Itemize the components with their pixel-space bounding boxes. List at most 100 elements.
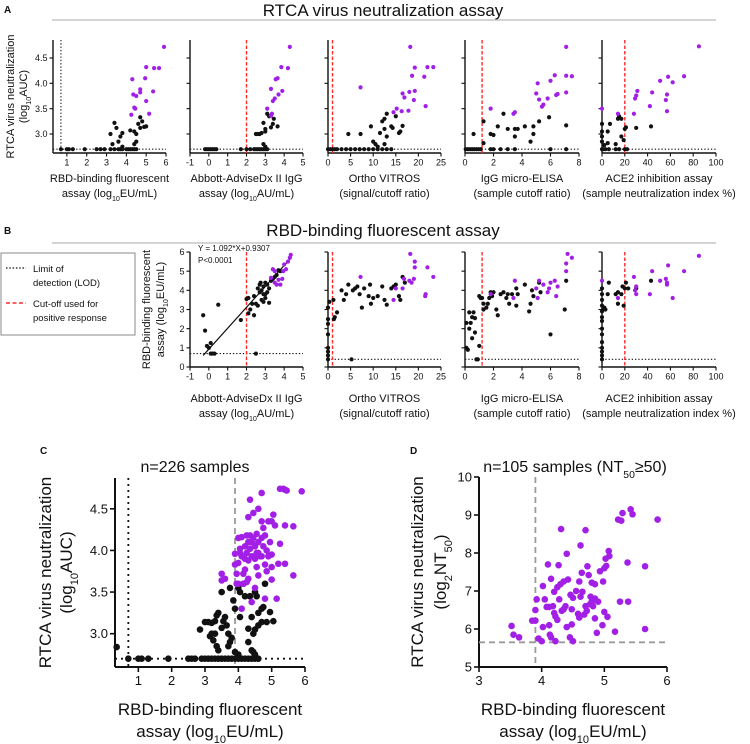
purple-data-point <box>557 525 565 533</box>
black-data-point <box>471 310 476 315</box>
black-data-point <box>339 288 344 293</box>
x-tick-label: 5 <box>348 372 353 382</box>
purple-data-point <box>601 608 608 616</box>
black-data-point <box>623 280 629 285</box>
purple-data-point <box>664 92 670 97</box>
x-tick-label: -1 <box>186 372 194 382</box>
label-part: RTCA virus neutralization <box>408 476 427 668</box>
purple-data-point <box>258 489 265 497</box>
purple-data-point <box>681 269 687 274</box>
purple-data-point <box>401 276 407 281</box>
x-tick-label: 5 <box>144 158 149 168</box>
x-tick-label: 0 <box>206 372 211 382</box>
black-data-point <box>255 286 260 291</box>
black-data-point <box>359 305 364 310</box>
black-data-point <box>241 592 249 600</box>
subscript: 10 <box>162 299 170 307</box>
purple-data-point <box>532 606 539 614</box>
x-tick-label: 20 <box>620 372 630 382</box>
label-part: n=105 samples (NT <box>483 459 623 476</box>
purple-data-point <box>634 292 639 297</box>
black-data-point <box>215 609 222 617</box>
y-axis-label: assay (log10EU/mL) <box>155 262 170 357</box>
black-data-point <box>507 301 512 306</box>
black-data-point <box>265 282 270 287</box>
black-data-point <box>102 147 107 152</box>
black-data-point <box>375 293 380 299</box>
x-tick-label: 15 <box>391 372 401 382</box>
black-data-point <box>136 121 141 126</box>
black-data-point <box>66 147 71 152</box>
y-tick-label: 8 <box>465 546 472 561</box>
purple-data-point <box>563 623 571 631</box>
purple-data-point <box>593 629 601 637</box>
purple-data-point <box>243 578 250 586</box>
purple-data-point <box>425 65 430 70</box>
purple-data-point <box>143 76 148 81</box>
regression-p-value: P<0.0001 <box>198 256 233 265</box>
black-data-point <box>120 144 125 149</box>
black-data-point <box>619 116 624 121</box>
black-data-point <box>529 288 535 293</box>
purple-data-point <box>412 65 417 70</box>
black-data-point <box>196 626 204 633</box>
panel-label-c: C <box>40 446 47 457</box>
y-tick-label: 4.0 <box>90 543 108 558</box>
black-data-point <box>468 320 473 326</box>
label-part: assay (log <box>199 408 249 420</box>
black-data-point <box>382 297 387 303</box>
black-data-point <box>208 340 213 346</box>
black-data-point <box>382 142 387 147</box>
black-data-point <box>599 339 605 345</box>
purple-data-point <box>238 533 245 541</box>
purple-data-point <box>151 89 156 94</box>
black-data-point <box>58 147 64 152</box>
black-data-point <box>384 134 389 139</box>
black-data-point <box>605 292 610 297</box>
purple-data-point <box>144 98 149 104</box>
black-data-point <box>246 295 251 301</box>
purple-data-point <box>569 74 574 79</box>
panel-b4: 0 20 40 60 80 100 ACE2 inhibition assay (sample… <box>582 251 736 420</box>
x-tick-label: 20 <box>413 158 423 168</box>
x-tick-label: 6 <box>548 372 553 382</box>
x-tick-label: 3 <box>475 673 482 688</box>
x-tick-label: 20 <box>413 372 423 382</box>
black-data-point <box>270 121 275 126</box>
x-tick-label: 80 <box>688 372 698 382</box>
black-data-point <box>268 125 274 130</box>
black-data-point <box>191 655 199 662</box>
y-axis-label: (log2NT50) <box>431 534 455 609</box>
purple-data-point <box>579 588 586 596</box>
legend-cutoff-line1: Cut-off used for <box>33 299 98 310</box>
panel-label-a: A <box>4 5 11 16</box>
black-data-point <box>251 313 257 318</box>
black-data-point <box>624 147 630 152</box>
label-part: Abbott-AdviseDx II IgG <box>191 173 303 185</box>
subscript: 10 <box>577 734 589 744</box>
purple-data-point <box>535 295 540 301</box>
subscript: 50 <box>623 470 635 481</box>
x-tick-label: 6 <box>163 158 168 168</box>
black-data-point <box>138 655 145 662</box>
purple-data-point <box>582 526 589 534</box>
black-data-point <box>334 310 340 315</box>
purple-data-point <box>255 572 262 579</box>
subscript: 10 <box>249 195 257 203</box>
x-tick-label: 25 <box>436 158 446 168</box>
purple-data-point <box>272 269 277 274</box>
black-data-point <box>606 147 611 152</box>
purple-data-point <box>585 571 592 579</box>
black-data-point <box>599 326 605 331</box>
black-data-point <box>112 147 117 152</box>
purple-data-point <box>218 570 225 578</box>
purple-data-point <box>537 278 542 283</box>
purple-data-point <box>285 259 291 264</box>
purple-data-point <box>423 292 428 297</box>
purple-data-point <box>535 81 540 86</box>
y-tick-label: 6 <box>465 622 472 637</box>
black-data-point <box>238 147 243 152</box>
x-tick-label: 60 <box>665 372 675 382</box>
purple-data-point <box>255 505 262 513</box>
y-tick-label: 3.5 <box>90 585 108 600</box>
